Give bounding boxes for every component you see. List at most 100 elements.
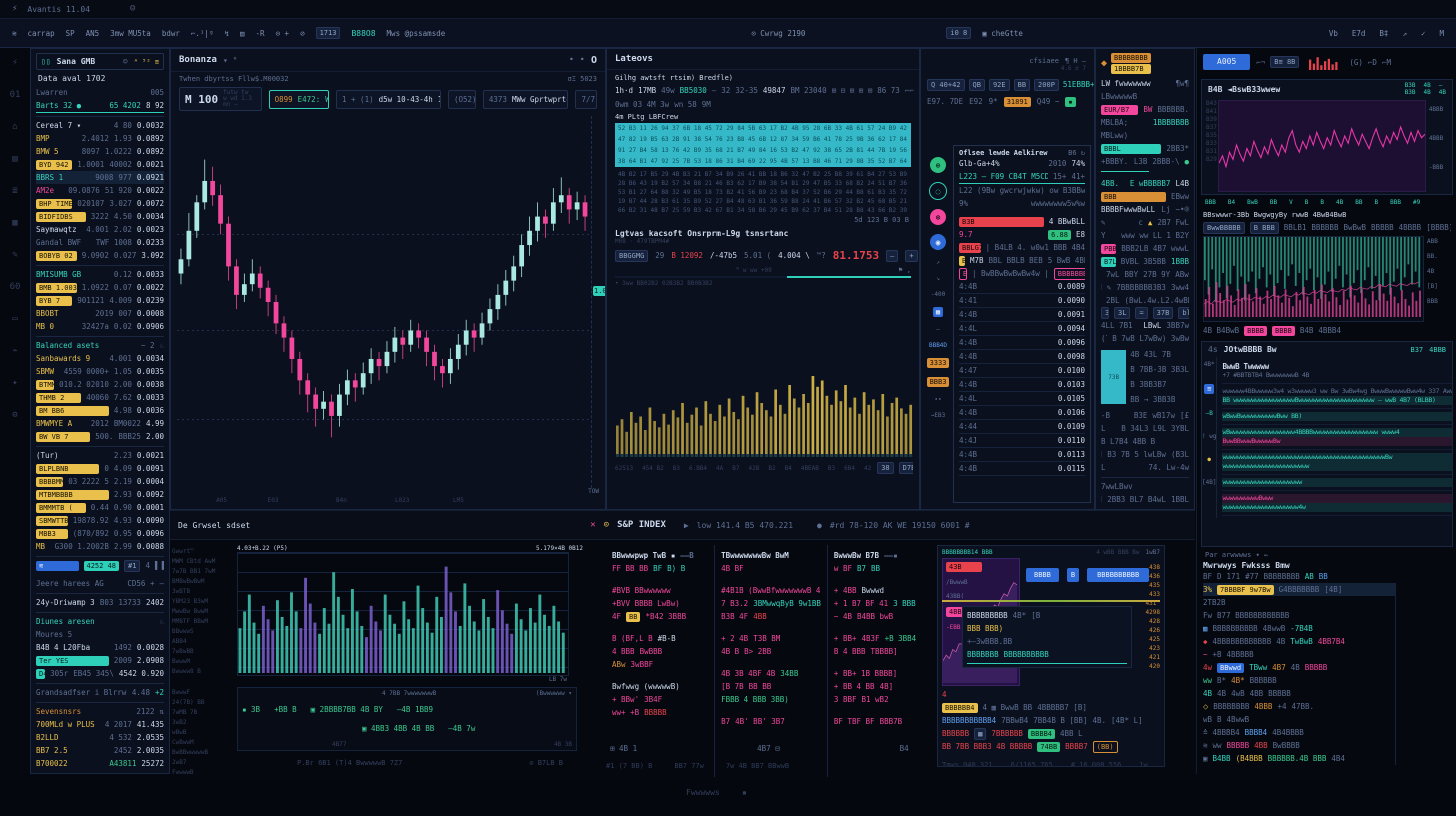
chip[interactable]: MTBMBBBB [36, 489, 109, 500]
chip[interactable]: BB [1013, 78, 1031, 91]
chip[interactable]: BBBBBB4 [942, 702, 978, 713]
quote-row[interactable]: + 4BB Bwwwd [834, 584, 930, 597]
buy-button[interactable]: A005 [1203, 54, 1251, 70]
quote-row[interactable]: ~ 4B B4BB bwB [834, 610, 930, 623]
positions-row[interactable]: ▣ B4BB (B4BBB BBBBBB.4B BBB 4B4 [1203, 752, 1395, 765]
dual-plot-area[interactable] [1203, 236, 1424, 322]
close-icon[interactable]: ✕ [590, 520, 596, 530]
detail-row[interactable]: BBBBFwwwBwLL) Lj ~•® [1101, 203, 1189, 216]
trades-card-icons[interactable]: B6 ↻ [1068, 149, 1085, 157]
quote-row[interactable]: + 2 4B T3B BM [721, 632, 821, 645]
time-sales-row[interactable]: 4:4B 0.0103 [959, 378, 1085, 392]
market-watch-mini-icons[interactable]: ᴬ ⁵² ≡ [133, 57, 159, 66]
quote-row[interactable]: 4 BBB BwBBB [612, 645, 708, 658]
toolbar-right-icon[interactable]: ✓ [1420, 28, 1426, 38]
market-watch-row[interactable]: (Tur) 2.23 0.0021 [36, 446, 164, 462]
toolbar-item[interactable]: ⊙ + [275, 28, 290, 38]
chip[interactable]: MBB3 [36, 528, 68, 539]
montage-row[interactable]: 4 [942, 688, 1160, 701]
taskbar-label[interactable]: Fwwwwws [686, 788, 720, 797]
quote-row[interactable]: #BVB BBwwwwww [612, 584, 708, 597]
detail-row[interactable]: L B4B LL1B37L [1101, 506, 1189, 509]
list-item[interactable]: MwwBw BwwM [172, 608, 209, 615]
market-watch-row[interactable]: Grandsadfser i Blrrwhar 4.48 +2 [36, 683, 164, 699]
chip[interactable]: 7BBBBF 9w7Bw [1217, 584, 1274, 595]
market-watch-row[interactable]: MB B G300 1.2002B 2.99 0.0088 [36, 540, 164, 553]
play-icon[interactable]: ▶ [683, 520, 689, 530]
market-watch-row[interactable]: B4B 4 L20Fba 1492 0.0028 [36, 641, 164, 654]
quote-row[interactable]: 4B 3B 4BF 4B 34BB [721, 667, 821, 680]
chip[interactable]: 37B [1152, 307, 1174, 319]
quote-row[interactable]: #4B1B (BwwBfwwwwwwwB 4 [721, 584, 821, 597]
quote-row[interactable]: B 4 BBB TBBBB] [834, 645, 930, 658]
positions-tail-label[interactable]: Par arwwwws ▾ ← [1205, 551, 1269, 559]
market-watch-row[interactable]: BBRS 1 9008 977 0.0921 [36, 171, 164, 184]
list-item[interactable]: 7w7B BB1 7wM [172, 568, 216, 575]
chip[interactable]: BOBYB 02 [36, 250, 77, 261]
list-item[interactable]: YBM23 B3wM [172, 598, 209, 605]
ohlc-chip[interactable]: O899 E472: W920 [268, 89, 329, 109]
time-sales-row[interactable]: 4:47 0.0100 [959, 364, 1085, 378]
chip[interactable]: BBBB [1244, 325, 1267, 336]
market-watch-row[interactable]: Sanbawards 9 4.001 0.0034 [36, 352, 164, 365]
chip[interactable]: BLPLBNB [36, 463, 100, 474]
market-watch-row[interactable]: BYB 7 901121 4.009 0.0239 [36, 294, 164, 307]
detail-row[interactable]: 4L2BL(BwL.4w.L2.4wBB [1101, 294, 1189, 307]
montage-btn-1[interactable]: BBBB [1026, 568, 1059, 582]
market-watch-row[interactable]: Saymawqtz + 4.001 2.02 0.0023 [36, 223, 164, 236]
dual-bottom-row[interactable]: 4B B4BwB BBBB BBBB B4B 4BBB4 [1203, 324, 1451, 337]
news-item[interactable]: wwwwwwwwwwBwww wwwwwwwwwwwwwwwwwwwww4w [1222, 491, 1452, 516]
chip[interactable]: BBBBBBB [1053, 267, 1085, 280]
liquidity-heatmap[interactable]: 52 B3 11 26 94 37 6B 18 45 72 29 84 5B 6… [615, 123, 911, 167]
chart-menu-chip[interactable]: ▣ cheGtte [982, 28, 1023, 38]
market-watch-row[interactable]: Diunes aresen ♘ [36, 612, 164, 628]
news-item[interactable]: BwwB Twwwww +7 #BBTBTB4 BwwwwwwwB 4B [1222, 359, 1452, 384]
positions-row[interactable]: ww B* 4B* BBBBBB [1203, 674, 1395, 687]
news-rail-badge[interactable]: ! wg [1202, 433, 1217, 440]
rail-icon[interactable]: ▦ [12, 218, 18, 228]
chip[interactable]: BHP TIME [36, 198, 73, 209]
detail-row[interactable]: ✎ c ▲ 2B7 FwL [1101, 216, 1189, 229]
rail-badge[interactable]: ⊕ [930, 157, 946, 173]
list-item[interactable]: 3wBTB [172, 588, 191, 595]
rail-badge[interactable]: ↗ [936, 259, 940, 266]
market-watch-row[interactable]: Cereal 7 ▾ 4 80 0.0032 [36, 116, 164, 132]
rail-badge[interactable]: ▦ [932, 307, 944, 317]
trades-card-row[interactable]: 9% wwwwwwww5w%w [959, 197, 1085, 210]
detail-block-row[interactable]: B 7BB-3B 3B3L [1130, 363, 1189, 376]
toolbar-item[interactable]: ≋ [12, 28, 17, 38]
market-watch-row[interactable]: ≋ 4252 48 #1 4 ▌▐ [36, 556, 164, 572]
time-sales-row[interactable]: 4:41 0.0090 [959, 294, 1085, 308]
rail-icon[interactable]: ✦ [12, 378, 18, 388]
list-item[interactable]: 7wMB 7B [172, 709, 198, 716]
chip[interactable]: BBwwd [1217, 662, 1245, 673]
price-axis[interactable]: 1.0921 [591, 116, 605, 488]
detail-badge-1[interactable]: BBBBBBBB [1111, 53, 1151, 63]
news-rail-badge[interactable]: ≡ [1204, 384, 1215, 394]
quote-row[interactable]: +BVV BBBB LwBw) [612, 597, 708, 610]
quote-row[interactable]: 4B BF [721, 562, 821, 575]
positions-row[interactable]: wB B 4BwwB [1203, 713, 1395, 726]
chip[interactable]: + [905, 249, 918, 262]
positions-row[interactable]: ◆ 4BBBBBBBBBBBB 4B TwBwB 4BB7B4 [1203, 635, 1395, 648]
chip[interactable]: B BBB [1249, 221, 1279, 234]
strip-index-label[interactable]: S&P INDEX [617, 520, 666, 530]
list-item[interactable]: BwwwM [172, 658, 191, 665]
trades-header-icons[interactable]: ¶ H — [1064, 57, 1086, 65]
detail-row[interactable]: -B B3E wB17w [£ [1101, 409, 1189, 422]
market-watch-row[interactable]: Barts 32 ● 65 4202 8 92 [36, 99, 164, 113]
detail-row[interactable]: BBBL 2BB3* [1101, 142, 1189, 155]
market-watch-row[interactable]: 24y-Driwamp 305 B03 13733 2402 [36, 593, 164, 609]
list-item[interactable]: BwBBwwwwwB [172, 749, 209, 756]
quote-row[interactable]: ww+ +B BBBBB [612, 706, 708, 719]
market-watch-row[interactable]: Moures 5 [36, 628, 164, 641]
rail-badge[interactable]: ↘ [936, 275, 940, 282]
chip[interactable]: BYB 7 [36, 295, 73, 306]
positions-row[interactable]: ≋ ww BBBBB 4BB BwBBBB [1203, 739, 1395, 752]
taskbar-box-icon[interactable]: ▪ [742, 788, 747, 797]
detail-row[interactable]: 4BB. E wBBBBB7 L4B [1101, 177, 1189, 190]
chart-circle-button[interactable]: O [590, 54, 597, 66]
chip[interactable]: blws [1178, 307, 1189, 319]
trades-card-row[interactable]: B3B 4 BBwBLL [959, 215, 1085, 228]
market-watch-row[interactable]: Sevensnsrs 2122 ⇅ [36, 702, 164, 718]
